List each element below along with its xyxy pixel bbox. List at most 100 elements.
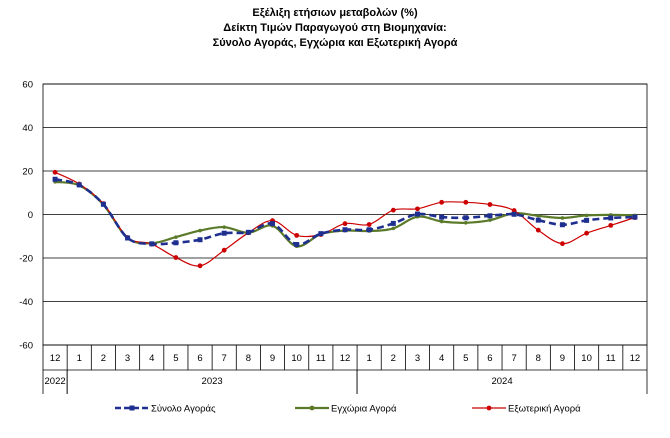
data-point — [608, 222, 614, 228]
series-line — [54, 178, 635, 246]
data-point — [294, 242, 300, 248]
data-point — [511, 211, 517, 217]
x-tick-label: 8 — [246, 353, 251, 364]
legend-marker — [129, 405, 135, 411]
data-point — [560, 241, 565, 247]
data-point — [584, 217, 590, 223]
data-point — [487, 213, 493, 219]
legend: Σύνολο Αγοράς Εγχώρια Αγορά Εξωτερική Αγορ… — [115, 404, 581, 415]
data-point — [366, 227, 372, 233]
x-tick-label: 1 — [77, 353, 82, 364]
data-point — [270, 221, 276, 227]
data-point — [487, 202, 493, 207]
data-point — [173, 240, 179, 246]
data-point — [52, 176, 58, 182]
plot-frame — [42, 83, 648, 346]
data-point — [222, 225, 226, 229]
x-tick-label: 12 — [340, 353, 351, 364]
data-point — [536, 214, 541, 218]
data-point — [318, 231, 324, 237]
data-point — [535, 227, 541, 233]
y-tick-label: -40 — [19, 297, 33, 308]
data-point — [608, 215, 614, 221]
data-point — [584, 230, 589, 236]
data-point — [342, 227, 348, 233]
legend-marker — [486, 405, 492, 411]
x-tick-label: 11 — [606, 353, 616, 364]
data-point — [197, 263, 203, 269]
x-tick-label: 9 — [270, 353, 275, 364]
data-point — [463, 215, 469, 221]
data-point — [632, 214, 638, 220]
legend-label: Εγχώρια Αγορά — [331, 404, 397, 415]
data-point — [245, 229, 251, 235]
x-tick-label: 1 — [367, 353, 372, 364]
x-tick-label: 2 — [391, 353, 396, 364]
data-point — [414, 211, 420, 217]
data-point — [198, 228, 202, 233]
data-point — [439, 219, 444, 224]
data-point — [439, 214, 445, 220]
x-tick-label: 2 — [101, 353, 106, 364]
data-point — [390, 220, 396, 226]
y-tick-label: -20 — [19, 254, 33, 265]
y-tick-label: 60 — [22, 80, 33, 91]
x-tick-label: 3 — [415, 353, 420, 364]
year-label: 2023 — [202, 376, 223, 387]
year-label: 2022 — [45, 376, 66, 387]
y-tick-label: 40 — [22, 123, 33, 134]
data-point — [294, 232, 300, 238]
data-point — [100, 201, 106, 207]
data-point — [584, 213, 589, 218]
x-tick-label: 10 — [291, 353, 302, 364]
chart-title-line-1: Εξέλιξη ετήσιων μεταβολών (%) — [252, 7, 418, 19]
x-tick-label: 4 — [439, 353, 444, 364]
data-point — [173, 255, 179, 260]
x-tick-label: 7 — [511, 353, 516, 364]
series-line — [54, 171, 636, 267]
data-point — [415, 206, 420, 212]
data-point — [221, 247, 227, 253]
gridlines — [43, 83, 647, 346]
data-point — [366, 222, 372, 227]
data-point — [559, 222, 565, 228]
legend-label: Σύνολο Αγοράς — [151, 404, 216, 415]
legend-marker — [309, 405, 315, 411]
x-tick-label: 12 — [630, 353, 641, 364]
y-tick-label: 20 — [22, 167, 33, 178]
data-point — [535, 217, 541, 223]
data-point — [488, 218, 492, 222]
data-point — [463, 199, 469, 205]
chart-title-line-2: Δείκτη Τιμών Παραγωγού στη Βιομηχανία: — [223, 22, 447, 34]
x-tick-label: 6 — [487, 353, 492, 364]
chart-title: Εξέλιξη ετήσιων μεταβολών (%) Δείκτη Τιμ… — [0, 6, 670, 51]
y-tick-label: -60 — [19, 341, 33, 352]
chart-title-line-3: Σύνολο Αγοράς, Εγχώρια και Εξωτερική Αγο… — [212, 37, 458, 49]
data-point — [390, 207, 396, 213]
data-point — [174, 235, 178, 239]
data-point — [125, 235, 131, 241]
x-tick-label: 3 — [125, 353, 130, 364]
x-tick-label: 6 — [197, 353, 202, 364]
x-tick-label: 9 — [560, 353, 565, 364]
data-point — [464, 220, 468, 225]
x-tick-label: 12 — [50, 353, 61, 364]
x-tick-label: 11 — [316, 353, 326, 364]
data-point — [197, 237, 203, 243]
data-point — [560, 216, 565, 220]
data-point — [149, 241, 155, 247]
year-label: 2024 — [491, 376, 512, 387]
data-point — [76, 182, 82, 188]
data-point — [439, 199, 445, 205]
x-tick-label: 8 — [536, 353, 541, 364]
data-point — [391, 226, 396, 231]
data-point — [221, 230, 227, 236]
x-tick-label: 10 — [581, 353, 592, 364]
legend-label: Εξωτερική Αγορά — [508, 404, 581, 415]
x-tick-label: 7 — [222, 353, 227, 364]
series-group — [52, 169, 638, 269]
y-tick-label: 0 — [28, 210, 33, 221]
x-tick-label: 5 — [173, 353, 178, 364]
